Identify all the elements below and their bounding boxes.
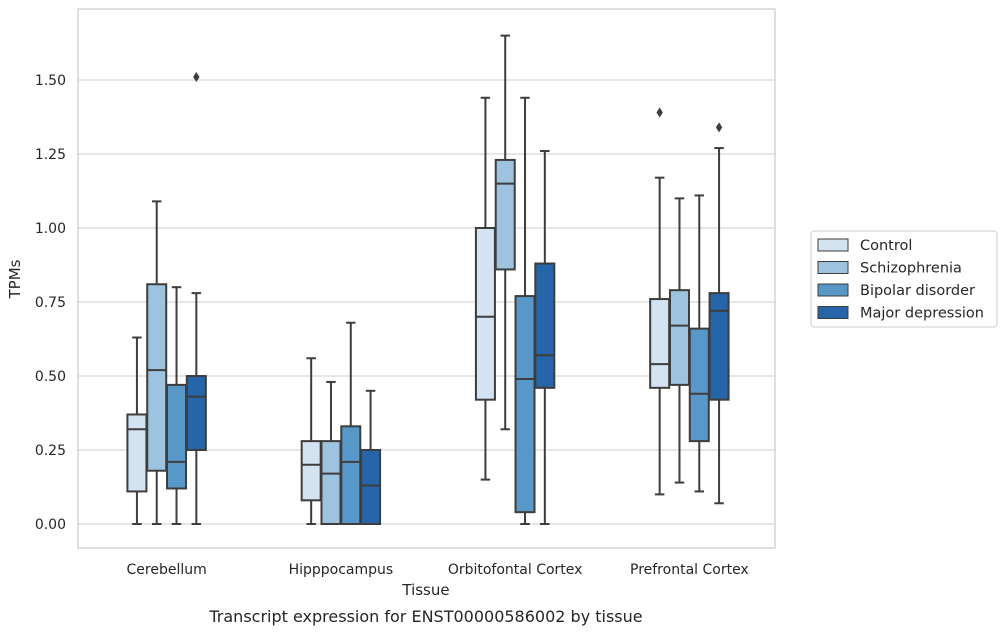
outlier-point xyxy=(656,107,663,118)
plot-boxes xyxy=(126,34,730,526)
iqr-box xyxy=(146,283,168,472)
box-control xyxy=(126,336,148,525)
y-tick-label: 0.75 xyxy=(35,295,66,311)
x-tick-label: Hipppocampus xyxy=(289,562,394,578)
y-tick-label: 1.50 xyxy=(35,73,66,89)
iqr-box xyxy=(534,262,556,389)
iqr-box xyxy=(688,327,710,443)
y-axis-label: TPMs xyxy=(6,259,24,299)
iqr-box xyxy=(474,227,496,401)
box-major-depression xyxy=(534,150,556,525)
box-major-depression xyxy=(185,72,207,525)
box-control xyxy=(300,357,322,525)
y-tick-label: 0.00 xyxy=(35,517,66,533)
legend-label: Control xyxy=(860,238,912,254)
iqr-box xyxy=(300,440,322,502)
legend-label: Bipolar disorder xyxy=(860,283,975,299)
y-tick-label: 1.00 xyxy=(35,221,66,237)
legend-swatch xyxy=(817,261,849,274)
outlier-point xyxy=(715,122,723,133)
x-tick-label: Orbitofontal Cortex xyxy=(448,562,583,578)
box-schizophrenia xyxy=(494,34,516,431)
plot-frame xyxy=(77,8,776,549)
legend-swatch xyxy=(817,306,849,319)
iqr-box xyxy=(126,413,148,493)
iqr-box xyxy=(494,158,516,271)
x-axis-label: Tissue xyxy=(401,581,449,599)
box-major-depression xyxy=(708,122,730,505)
iqr-box xyxy=(668,289,690,386)
iqr-box xyxy=(166,383,188,490)
y-tick-label: 0.50 xyxy=(35,369,66,385)
outlier-point xyxy=(193,72,200,83)
legend-label: Schizophrenia xyxy=(860,261,962,277)
box-bipolar-disorder xyxy=(688,194,710,493)
y-axis: 0.00 0.25 0.50 0.75 1.00 1.25 1.50 xyxy=(35,73,66,533)
box-bipolar-disorder xyxy=(340,321,362,526)
legend-frame xyxy=(810,230,998,328)
box-bipolar-disorder xyxy=(166,286,188,525)
box-major-depression xyxy=(360,389,382,525)
chart-caption: Transcript expression for ENST0000058600… xyxy=(208,607,642,626)
iqr-box xyxy=(340,425,362,526)
iqr-box xyxy=(649,298,671,389)
box-schizophrenia xyxy=(146,200,168,525)
legend-swatch xyxy=(817,283,849,297)
box-schizophrenia xyxy=(668,197,690,484)
legend-swatch xyxy=(817,238,849,252)
y-tick-label: 1.25 xyxy=(35,147,66,163)
box-control xyxy=(474,96,496,481)
box-schizophrenia xyxy=(320,380,342,525)
legend-label: Major depression xyxy=(860,306,984,322)
iqr-box xyxy=(360,449,382,525)
x-tick-label: Cerebellum xyxy=(127,562,207,578)
iqr-box xyxy=(185,375,207,451)
x-axis: Cerebellum Hipppocampus Orbitofontal Corte… xyxy=(127,562,749,578)
box-control xyxy=(649,107,671,496)
y-tick-label: 0.25 xyxy=(35,443,66,459)
x-tick-label: Prefrontal Cortex xyxy=(630,562,749,578)
legend: Control Schizophrenia Bipolar disorder Majo… xyxy=(810,230,998,328)
iqr-box xyxy=(708,292,730,401)
iqr-box xyxy=(514,295,536,514)
box-bipolar-disorder xyxy=(514,96,536,525)
iqr-box xyxy=(320,440,342,525)
